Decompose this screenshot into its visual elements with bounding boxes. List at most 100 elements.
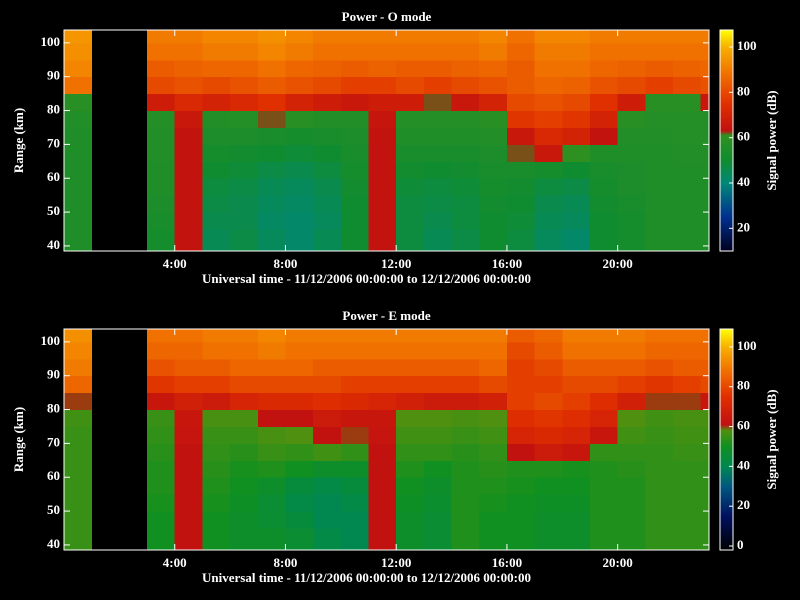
heatmap-cell [396,329,425,343]
heatmap-cell [257,409,286,427]
colorbar-tick-label: 80 [737,83,750,98]
heatmap-cell [645,178,674,196]
heatmap-cell [313,477,342,495]
heatmap-cell [257,511,286,529]
heatmap-cell [285,392,314,411]
heatmap-cell [423,392,453,411]
heatmap-cell [202,460,231,478]
heatmap-cell [257,528,286,551]
heatmap-cell [451,42,480,61]
heatmap-cell [396,494,425,512]
heatmap-cell [147,341,176,360]
heatmap-cell [64,59,93,78]
heatmap-cell [257,127,286,145]
heatmap-cell [147,409,176,427]
heatmap-cell [174,460,203,478]
x-tick-label: 20:00 [602,555,632,570]
heatmap-cell [340,30,370,44]
heatmap-cell [64,329,93,343]
heatmap-cell [147,358,176,377]
heatmap-cell [645,144,674,162]
colorbar-tick-label: 80 [737,378,750,393]
heatmap-cell [313,178,342,196]
heatmap-cell [534,30,563,44]
heatmap-cell [147,329,176,343]
heatmap-cell [673,59,702,78]
heatmap-cell [340,161,370,179]
heatmap-cell [230,195,259,213]
heatmap-cell [257,195,286,213]
heatmap-cell [645,110,674,128]
heatmap-cell [230,494,259,512]
heatmap-cell [506,127,536,145]
heatmap-cell [645,511,674,529]
heatmap-cell [285,30,314,44]
heatmap-cell [700,329,710,343]
heatmap-cell [368,375,397,394]
heatmap-cell [202,494,231,512]
heatmap-cell [313,127,342,145]
y-tick-label: 60 [47,169,60,184]
heatmap-cell [147,110,176,128]
heatmap-cell [534,59,563,78]
heatmap-cell [285,229,314,252]
colorbar-tick-label: 20 [737,219,750,234]
heatmap-cell [589,229,619,252]
heatmap-cell [617,494,646,512]
heatmap-cell [202,76,231,95]
heatmap-cell [340,392,370,411]
heatmap-cell [673,161,702,179]
heatmap-cell [423,358,453,377]
heatmap-cell [368,110,397,128]
heatmap-cell [230,212,259,230]
heatmap-cells [64,329,710,551]
heatmap-cell [174,477,203,495]
heatmap-cell [589,375,619,394]
heatmap-cell [479,375,508,394]
heatmap-cell [700,93,710,112]
heatmap-cell [700,161,710,179]
heatmap-cell [534,42,563,61]
heatmap-cell [562,392,591,411]
heatmap-cell [147,460,176,478]
heatmap-cell [673,110,702,128]
heatmap-cell [451,528,480,551]
heatmap-cell [506,460,536,478]
heatmap-cell [479,409,508,427]
heatmap-cell [673,477,702,495]
heatmap-cell [673,375,702,394]
heatmap-cell [147,477,176,495]
heatmap-cell [313,76,342,95]
heatmap-cell [340,195,370,213]
heatmap-cell [534,409,563,427]
heatmap-cell [479,93,508,112]
heatmap-cell [368,42,397,61]
y-tick-label: 40 [47,536,60,551]
heatmap-cell [202,329,231,343]
heatmap-cell [423,93,453,112]
colorbar-tick-label: 100 [737,338,757,353]
heatmap-cell [313,329,342,343]
heatmap-cell [423,110,453,128]
heatmap-cell [589,161,619,179]
heatmap-cell [562,76,591,95]
heatmap-cell [451,59,480,78]
heatmap-cell [673,76,702,95]
heatmap-cell [340,76,370,95]
heatmap-cell [396,409,425,427]
heatmap-cell [645,59,674,78]
heatmap-cell [617,409,646,427]
heatmap-cell [423,127,453,145]
heatmap-cell [589,93,619,112]
heatmap-cell [202,409,231,427]
heatmap-cell [340,358,370,377]
heatmap-cell [257,494,286,512]
heatmap-cell [230,358,259,377]
heatmap-cell [147,528,176,551]
heatmap-cell [423,511,453,529]
heatmap-cell [645,329,674,343]
heatmap-cell [230,409,259,427]
heatmap-cell [423,229,453,252]
heatmap-cell [313,30,342,44]
heatmap-cell [506,229,536,252]
